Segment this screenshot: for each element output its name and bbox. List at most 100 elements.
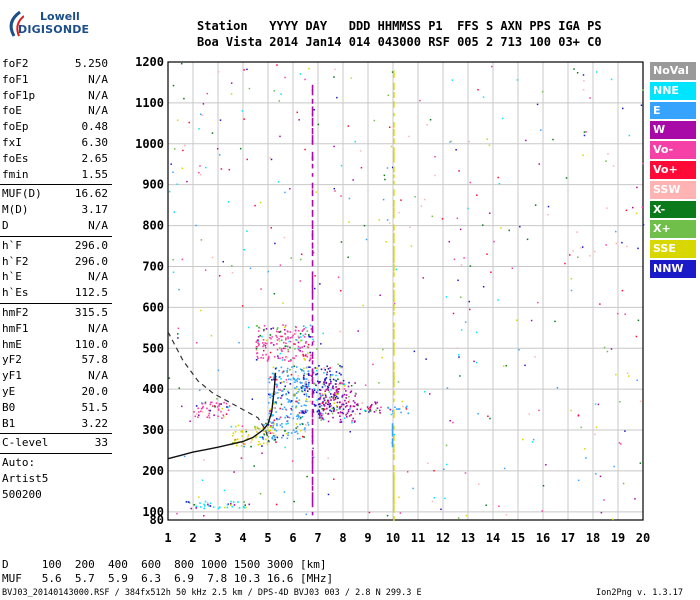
noise-point — [577, 256, 579, 258]
interference-streak — [311, 428, 314, 433]
interference-streak — [393, 486, 395, 493]
echo-point — [257, 340, 260, 342]
digisonde-logo: Lowell DIGISONDE — [4, 6, 89, 42]
noise-point — [312, 251, 315, 254]
noise-point — [597, 403, 600, 406]
noise-point — [448, 240, 450, 243]
noise-point — [186, 180, 188, 183]
echo-point — [255, 436, 257, 439]
interference-streak — [393, 174, 395, 179]
noise-point — [216, 147, 219, 150]
noise-point — [354, 140, 356, 143]
echo-point — [342, 403, 345, 406]
noise-point — [348, 197, 351, 200]
echo-point — [271, 426, 273, 429]
noise-point — [277, 357, 280, 359]
echo-point — [326, 406, 328, 409]
noise-point — [482, 285, 485, 288]
echo-point — [292, 377, 295, 379]
noise-point — [485, 504, 487, 507]
noise-point — [337, 363, 339, 365]
echo-point — [299, 381, 301, 384]
echo-point — [272, 377, 275, 379]
noise-point — [203, 459, 205, 461]
noise-point — [294, 395, 296, 397]
echo-point — [327, 386, 330, 389]
echo-point — [295, 386, 298, 388]
noise-point — [386, 514, 389, 517]
echo-point — [299, 332, 302, 335]
echo-point — [284, 385, 286, 388]
noise-point — [347, 256, 349, 259]
noise-point — [317, 123, 320, 126]
noise-point — [425, 358, 427, 360]
echo-point — [349, 408, 351, 410]
noise-point — [626, 372, 629, 374]
noise-point — [284, 446, 286, 449]
echo-point — [329, 405, 331, 407]
noise-point — [327, 493, 330, 496]
echo-point — [230, 425, 233, 428]
echo-point — [304, 430, 307, 433]
plot-frame — [167, 61, 644, 521]
echo-point — [286, 381, 288, 384]
echo-point — [211, 401, 213, 404]
y-tick-label: 300 — [142, 423, 164, 437]
echo-point — [389, 408, 392, 411]
noise-point — [391, 166, 394, 169]
echo-point — [302, 385, 304, 388]
noise-point — [368, 511, 371, 514]
echo-point — [307, 370, 310, 373]
interference-streak — [311, 468, 314, 474]
noise-point — [260, 288, 262, 290]
echo-point — [303, 345, 306, 348]
echo-point — [241, 430, 243, 432]
echo-point — [276, 436, 279, 439]
echo-point — [319, 415, 321, 418]
noise-point — [400, 199, 402, 201]
param-name: yF2 — [2, 353, 22, 367]
noise-point — [279, 264, 282, 266]
interference-streak — [311, 233, 314, 241]
echo-point — [203, 505, 206, 507]
echo-point — [269, 432, 272, 434]
x-tick-label: 20 — [636, 531, 650, 545]
echo-point — [310, 328, 313, 330]
echo-point — [354, 392, 357, 395]
param-value: 296.0 — [74, 238, 108, 252]
echo-point — [269, 410, 271, 412]
echo-point — [366, 406, 369, 408]
noise-point — [211, 256, 214, 259]
noise-point — [639, 400, 642, 403]
echo-point — [268, 412, 271, 415]
noise-point — [269, 157, 271, 159]
echo-point — [215, 402, 218, 404]
echo-point — [339, 365, 341, 367]
echo-point — [327, 368, 330, 370]
echo-point — [307, 366, 310, 368]
noise-point — [585, 131, 587, 133]
echo-point — [265, 328, 268, 330]
echo-point — [297, 414, 299, 417]
echo-point — [263, 424, 265, 426]
echo-point — [277, 388, 280, 391]
echo-point — [193, 503, 196, 506]
echo-point — [338, 372, 341, 375]
echo-point — [212, 506, 215, 508]
noise-point — [290, 257, 292, 259]
interference-streak — [393, 101, 395, 108]
noise-point — [577, 415, 580, 417]
echo-point — [333, 408, 335, 410]
echo-point — [214, 405, 216, 408]
noise-point — [385, 241, 387, 243]
auto-scaling-line2: Artist5 — [2, 471, 49, 485]
echo-point — [323, 399, 326, 402]
echo-point — [271, 437, 274, 440]
param-value: N/A — [88, 104, 108, 118]
echo-point — [323, 371, 325, 374]
echo-point — [312, 411, 315, 413]
noise-point — [536, 103, 539, 106]
echo-point — [275, 417, 278, 420]
interference-streak — [393, 249, 395, 257]
echo-point — [349, 405, 352, 408]
